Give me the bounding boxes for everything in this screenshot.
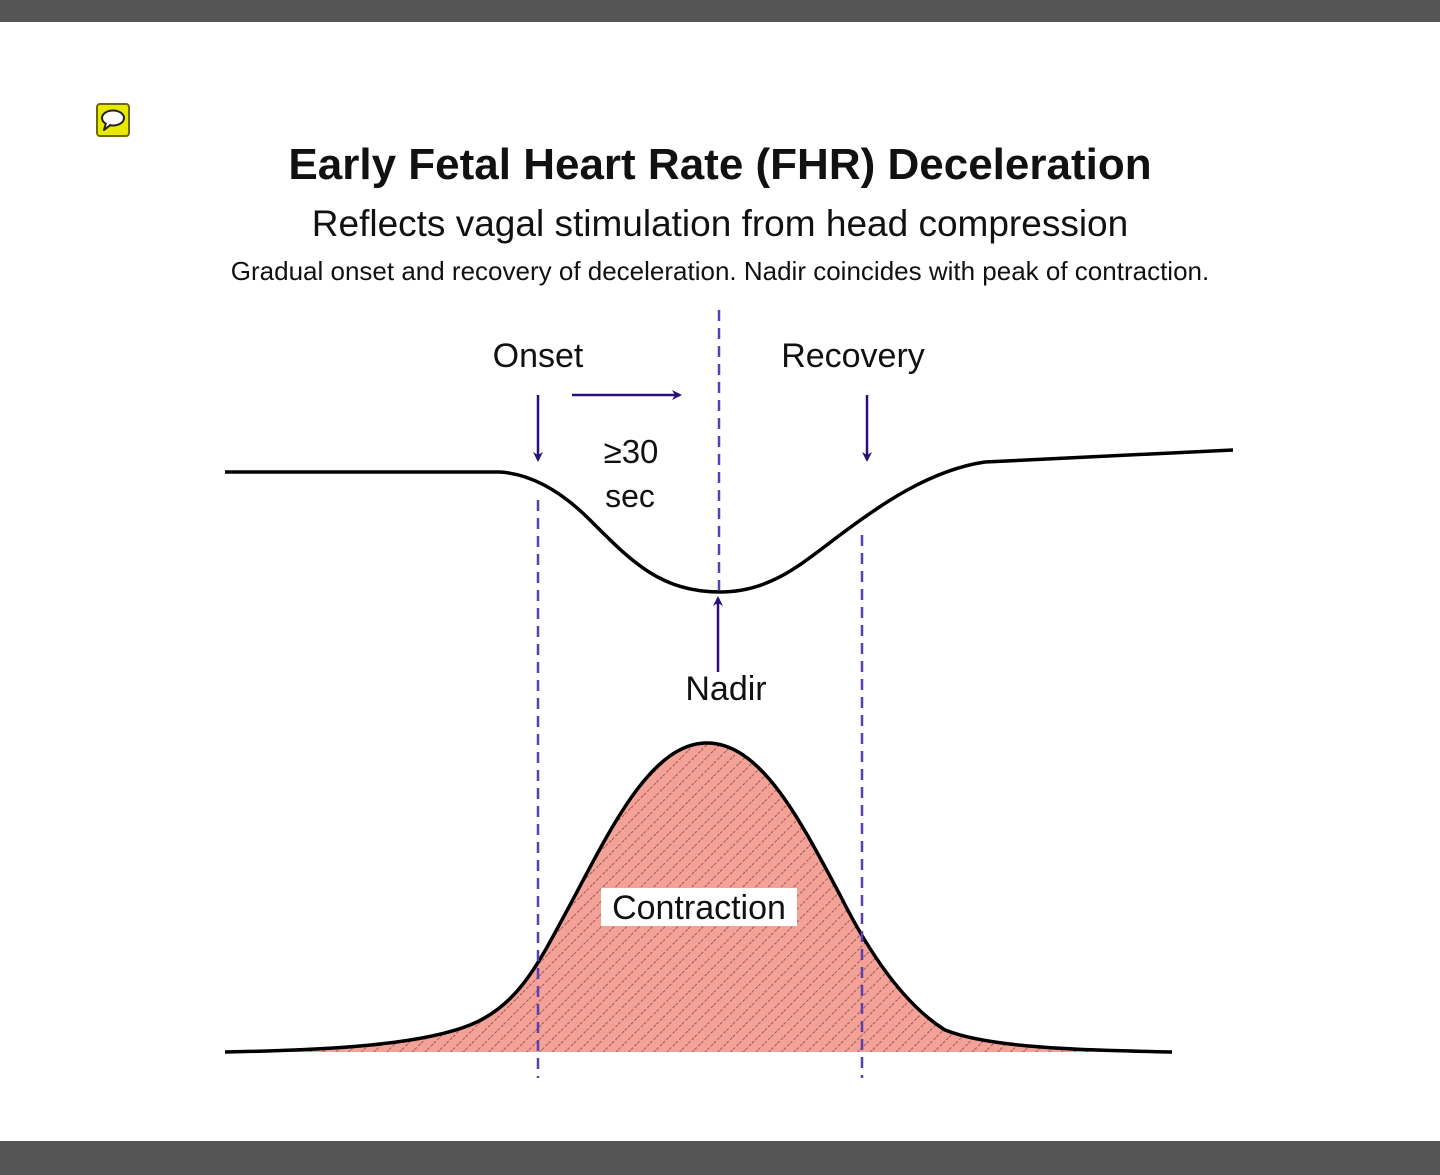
duration-unit-label: sec xyxy=(605,478,655,514)
recovery-label: Recovery xyxy=(781,337,925,375)
contraction-label: Contraction xyxy=(612,889,786,927)
comment-icon[interactable] xyxy=(96,103,130,137)
subtitle: Reflects vagal stimulation from head com… xyxy=(311,203,1129,244)
caption: Gradual onset and recovery of decelerati… xyxy=(230,256,1210,286)
fhr-curve xyxy=(225,448,1234,594)
bottom-toolbar-bar xyxy=(0,1141,1440,1175)
contraction-curve xyxy=(224,741,1173,1054)
page-title: Early Fetal Heart Rate (FHR) Deceleratio… xyxy=(288,140,1152,189)
top-toolbar-bar xyxy=(0,0,1440,22)
duration-value-label: ≥30 xyxy=(604,433,659,470)
nadir-label: Nadir xyxy=(685,670,766,708)
onset-label: Onset xyxy=(493,337,584,375)
contraction-label-background xyxy=(601,888,797,926)
